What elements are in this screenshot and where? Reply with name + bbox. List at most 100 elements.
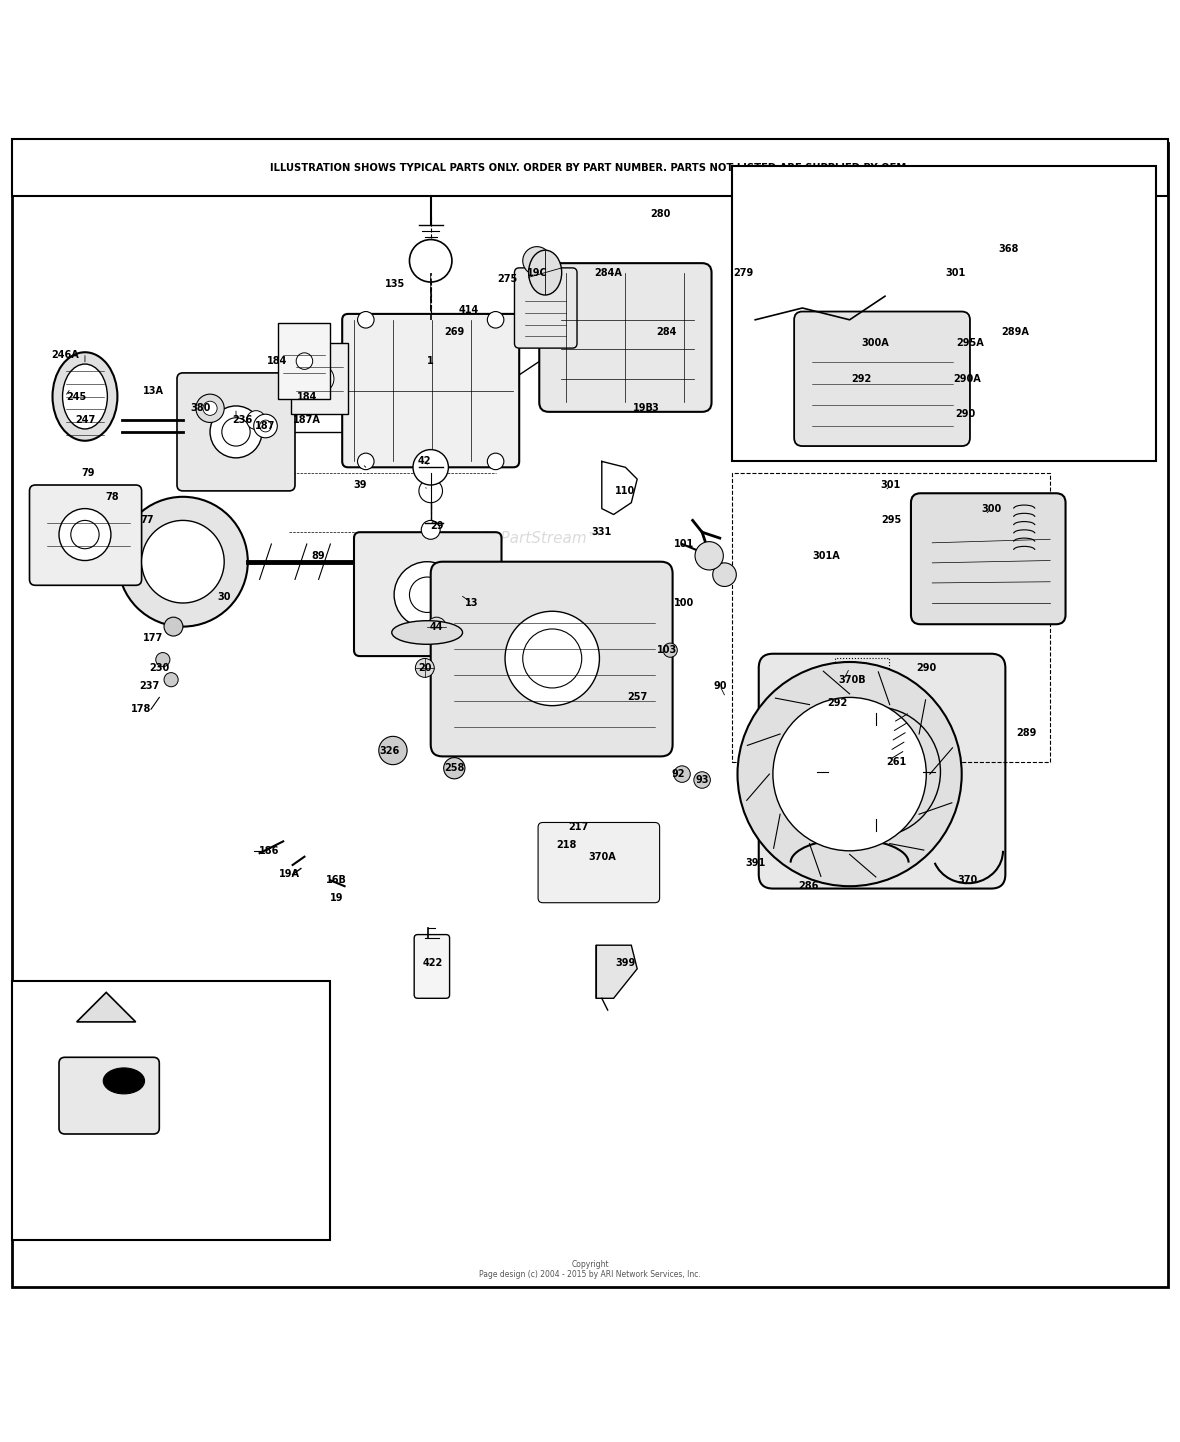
- Text: 245: 245: [66, 391, 87, 401]
- Circle shape: [296, 353, 313, 369]
- FancyBboxPatch shape: [431, 562, 673, 757]
- Text: 42: 42: [418, 457, 432, 466]
- Circle shape: [222, 418, 250, 446]
- FancyBboxPatch shape: [30, 485, 142, 585]
- FancyBboxPatch shape: [278, 323, 330, 399]
- Text: 295A: 295A: [956, 339, 984, 349]
- Circle shape: [427, 617, 446, 636]
- Text: 93: 93: [695, 774, 709, 784]
- Text: 289: 289: [1016, 728, 1037, 738]
- Circle shape: [92, 1004, 120, 1032]
- Circle shape: [409, 577, 445, 613]
- Text: 13A: 13A: [143, 385, 164, 395]
- Text: 301: 301: [880, 480, 902, 490]
- Circle shape: [171, 549, 195, 574]
- Text: ILLUSTRATION SHOWS TYPICAL PARTS ONLY. ORDER BY PART NUMBER. PARTS NOT LISTED AR: ILLUSTRATION SHOWS TYPICAL PARTS ONLY. O…: [270, 163, 910, 173]
- Ellipse shape: [529, 249, 562, 296]
- Circle shape: [306, 365, 334, 394]
- Circle shape: [413, 450, 448, 485]
- Text: 230: 230: [149, 663, 170, 673]
- Text: ARI PartStream™: ARI PartStream™: [471, 531, 603, 545]
- Circle shape: [196, 394, 224, 423]
- Text: 292: 292: [851, 373, 872, 384]
- Text: 187: 187: [255, 421, 276, 431]
- Text: 236: 236: [231, 415, 253, 425]
- Ellipse shape: [52, 352, 117, 441]
- Text: 292: 292: [827, 698, 848, 708]
- Text: 300: 300: [981, 503, 1002, 513]
- Text: 370: 370: [957, 875, 978, 885]
- Text: 257: 257: [627, 692, 648, 702]
- Circle shape: [210, 407, 262, 459]
- Circle shape: [738, 662, 962, 887]
- Circle shape: [695, 542, 723, 570]
- Text: 184: 184: [267, 356, 288, 366]
- Circle shape: [164, 672, 178, 686]
- Text: 246A: 246A: [51, 350, 79, 360]
- Text: 110: 110: [615, 486, 636, 496]
- Text: 380: 380: [190, 404, 211, 414]
- Text: 261: 261: [886, 757, 907, 767]
- Text: 39: 39: [353, 480, 367, 490]
- Circle shape: [59, 509, 111, 561]
- Text: 284: 284: [656, 326, 677, 336]
- Circle shape: [415, 659, 434, 678]
- Bar: [732, 166, 1156, 461]
- Text: 295: 295: [880, 515, 902, 525]
- Text: 290: 290: [916, 663, 937, 673]
- Circle shape: [505, 611, 599, 705]
- Bar: [12, 981, 330, 1240]
- Circle shape: [487, 311, 504, 329]
- Text: 3: 3: [651, 404, 658, 414]
- Circle shape: [419, 479, 442, 503]
- Text: 135: 135: [385, 280, 406, 290]
- Text: 177: 177: [143, 633, 164, 643]
- Text: 301: 301: [945, 268, 966, 278]
- Text: 30: 30: [217, 593, 231, 603]
- Text: 187A: 187A: [293, 415, 321, 425]
- Text: 92: 92: [671, 769, 686, 779]
- Text: 218: 218: [556, 839, 577, 849]
- Circle shape: [674, 766, 690, 783]
- Circle shape: [444, 757, 465, 779]
- Ellipse shape: [91, 1058, 156, 1103]
- Circle shape: [71, 521, 99, 549]
- Text: 290A: 290A: [953, 373, 982, 384]
- FancyBboxPatch shape: [911, 493, 1066, 624]
- Text: 422: 422: [422, 957, 444, 968]
- Text: 301A: 301A: [812, 551, 840, 561]
- Circle shape: [118, 497, 248, 627]
- Text: 391: 391: [745, 858, 766, 868]
- Text: 100: 100: [674, 598, 695, 609]
- Circle shape: [260, 420, 271, 433]
- Text: 247: 247: [74, 415, 96, 425]
- Text: 16B: 16B: [326, 875, 347, 885]
- Text: 79: 79: [81, 469, 96, 479]
- FancyBboxPatch shape: [794, 311, 970, 446]
- Circle shape: [523, 629, 582, 688]
- Text: 275: 275: [497, 274, 518, 284]
- Circle shape: [358, 311, 374, 329]
- Text: 284A: 284A: [594, 268, 622, 278]
- Circle shape: [156, 653, 170, 666]
- FancyBboxPatch shape: [177, 373, 295, 490]
- Circle shape: [394, 562, 460, 627]
- Circle shape: [487, 453, 504, 470]
- Text: 78: 78: [105, 492, 119, 502]
- Circle shape: [99, 1087, 118, 1106]
- Text: Copyright
Page design (c) 2004 - 2015 by ARI Network Services, Inc.: Copyright Page design (c) 2004 - 2015 by…: [479, 1260, 701, 1279]
- FancyBboxPatch shape: [538, 822, 660, 903]
- Text: 370A: 370A: [588, 852, 616, 862]
- Circle shape: [523, 247, 551, 275]
- Text: 101: 101: [674, 539, 695, 549]
- Ellipse shape: [103, 1069, 144, 1094]
- Text: 217: 217: [568, 822, 589, 832]
- Circle shape: [694, 771, 710, 789]
- Ellipse shape: [63, 363, 107, 428]
- Text: 20: 20: [418, 663, 432, 673]
- FancyBboxPatch shape: [759, 653, 1005, 888]
- Text: 184: 184: [296, 391, 317, 401]
- Text: 89: 89: [312, 551, 326, 561]
- Polygon shape: [77, 992, 136, 1022]
- Text: 331: 331: [591, 528, 612, 538]
